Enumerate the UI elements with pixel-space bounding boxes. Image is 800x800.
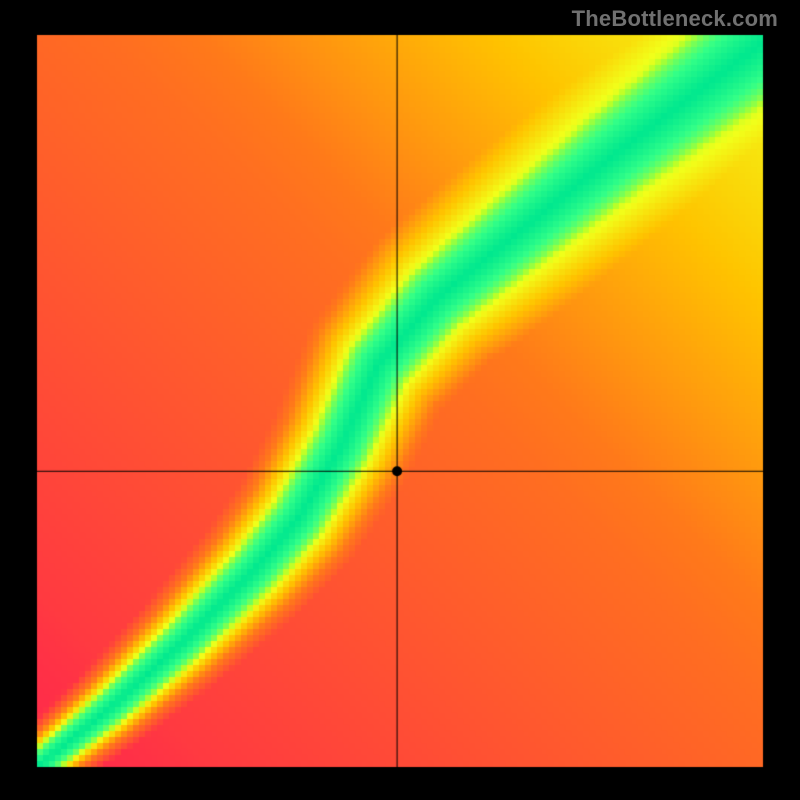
watermark-text: TheBottleneck.com xyxy=(572,6,778,32)
chart-container: TheBottleneck.com xyxy=(0,0,800,800)
heatmap-canvas xyxy=(0,0,800,800)
